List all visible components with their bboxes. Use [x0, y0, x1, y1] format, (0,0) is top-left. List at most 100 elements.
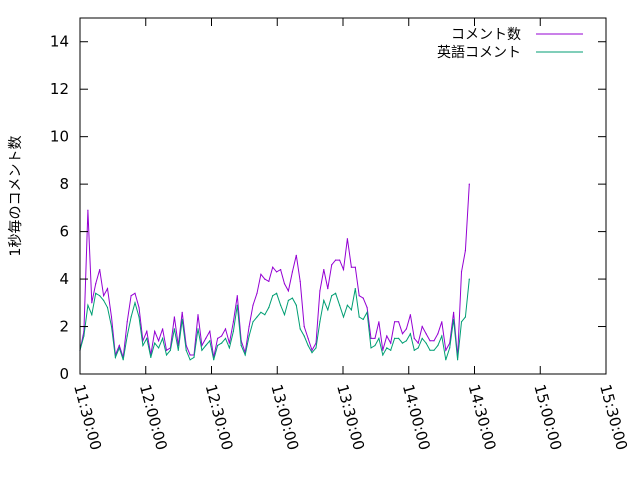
y-tick-label: 4: [59, 270, 69, 288]
legend-label-1: 英語コメント: [437, 44, 521, 61]
data-point: [374, 344, 376, 347]
data-point: [413, 337, 415, 339]
data-point: [425, 342, 427, 344]
data-point: [209, 340, 211, 342]
data-point: [429, 340, 431, 342]
data-point: [437, 344, 439, 347]
data-point: [228, 342, 230, 344]
data-point: [260, 273, 262, 275]
data-point: [110, 325, 113, 328]
data-point: [173, 316, 175, 318]
data-point: [134, 302, 136, 304]
data-point: [378, 337, 380, 339]
data-point: [118, 344, 120, 347]
data-point: [244, 354, 246, 356]
data-point: [398, 321, 400, 323]
data-point: [464, 250, 466, 252]
data-point: [252, 304, 254, 306]
data-point: [99, 269, 101, 271]
data-point: [283, 283, 286, 285]
data-point: [295, 304, 297, 306]
data-point: [276, 292, 278, 294]
data-point: [291, 271, 293, 273]
data-point: [386, 335, 388, 337]
data-point: [130, 295, 132, 297]
data-point: [390, 349, 392, 351]
y-tick-label: 2: [59, 318, 69, 336]
data-point: [323, 269, 325, 271]
series-line-0: [79, 184, 470, 358]
data-point: [429, 349, 431, 351]
data-point: [224, 328, 227, 330]
data-point: [146, 337, 148, 339]
data-point: [398, 337, 400, 339]
data-point: [283, 314, 286, 316]
data-point: [146, 330, 148, 332]
data-point: [437, 333, 439, 335]
data-point: [162, 328, 164, 330]
y-tick-label: 12: [50, 80, 69, 98]
data-point: [205, 337, 207, 339]
data-point: [441, 335, 443, 337]
data-point: [342, 316, 345, 318]
data-point: [236, 304, 238, 306]
data-point: [118, 347, 120, 349]
data-point: [197, 328, 199, 330]
data-point: [193, 356, 195, 358]
data-point: [154, 330, 156, 332]
data-point: [335, 292, 337, 294]
data-point: [421, 337, 423, 339]
data-point: [272, 266, 274, 268]
data-point: [138, 306, 140, 309]
data-point: [327, 309, 329, 311]
data-point: [276, 271, 278, 273]
data-point: [441, 321, 443, 323]
data-point: [181, 311, 183, 313]
data-point: [213, 359, 215, 361]
data-point: [224, 337, 227, 339]
data-point: [425, 333, 427, 335]
data-point: [122, 359, 124, 361]
data-point: [315, 347, 317, 349]
data-point: [280, 304, 282, 306]
data-point: [110, 316, 113, 318]
data-point: [354, 266, 356, 268]
data-point: [291, 297, 293, 299]
legend-label-0: コメント数: [451, 27, 521, 43]
data-point: [339, 304, 341, 306]
data-point: [303, 335, 305, 337]
data-point: [370, 337, 372, 339]
data-point: [201, 344, 203, 347]
data-point: [409, 314, 411, 316]
data-point: [197, 314, 199, 316]
data-point: [468, 278, 470, 280]
data-point: [83, 335, 85, 337]
data-point: [221, 342, 223, 344]
data-point: [248, 335, 250, 337]
data-point: [464, 316, 466, 318]
data-point: [401, 342, 404, 344]
data-point: [362, 318, 364, 320]
data-point: [106, 288, 109, 290]
data-point: [91, 302, 93, 304]
data-point: [126, 321, 128, 323]
data-point: [99, 295, 101, 297]
data-point: [457, 359, 459, 361]
data-point: [354, 288, 356, 290]
data-point: [165, 349, 168, 351]
data-point: [169, 349, 171, 351]
data-point: [342, 269, 345, 271]
data-point: [232, 330, 234, 332]
data-point: [374, 337, 376, 339]
data-point: [280, 269, 282, 271]
data-point: [181, 318, 183, 320]
data-point: [449, 347, 451, 349]
data-point: [189, 354, 191, 356]
data-point: [134, 292, 136, 294]
y-axis-title: 1秒毎のコメント数: [8, 136, 24, 257]
data-point: [390, 342, 392, 344]
data-point: [350, 309, 352, 311]
data-point: [468, 183, 470, 185]
